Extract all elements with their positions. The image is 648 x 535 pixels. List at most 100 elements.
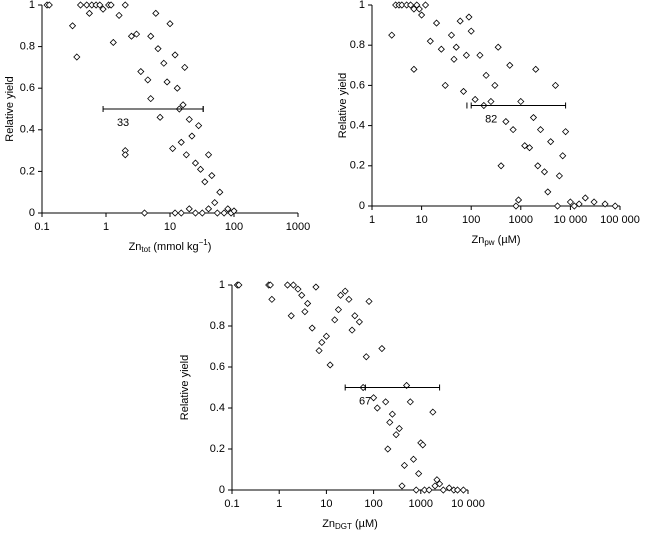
point [575, 200, 583, 208]
point [156, 113, 164, 121]
x-tick-label: 1000 [509, 214, 533, 226]
point [382, 398, 390, 406]
point [213, 209, 221, 217]
point [476, 51, 484, 59]
point [83, 1, 91, 9]
point [326, 361, 334, 369]
x-title-unit: (mmol kg [150, 241, 198, 253]
point [185, 205, 193, 213]
x-title-sub: tot [141, 245, 151, 254]
point [99, 5, 107, 13]
point [216, 188, 224, 196]
x-tick-label: 1000 [409, 498, 433, 510]
point [555, 172, 563, 180]
x-tick-label: 10 000 [554, 214, 588, 226]
point [566, 198, 574, 206]
point [301, 308, 309, 316]
point [166, 20, 174, 28]
point [409, 455, 418, 463]
point [224, 205, 232, 213]
point [407, 1, 415, 9]
ec50-label: 67 [359, 395, 371, 407]
point [547, 138, 555, 146]
point [85, 9, 93, 17]
x-title-sup: −1 [199, 238, 209, 247]
point [341, 287, 349, 295]
y-tick-label: 0.2 [210, 443, 225, 455]
point [173, 84, 181, 92]
x-tick-label: 1 [103, 221, 109, 233]
point [312, 283, 320, 291]
point [198, 209, 206, 217]
y-tick-label: 1 [359, 0, 365, 11]
point [517, 97, 525, 106]
point [348, 326, 356, 334]
point [437, 45, 445, 53]
point [171, 51, 179, 59]
point [179, 101, 187, 109]
x-tick-label: 100 [462, 214, 480, 226]
point [436, 480, 444, 488]
point [421, 1, 430, 9]
point [201, 178, 209, 186]
point [410, 65, 418, 73]
point [425, 486, 433, 494]
point [420, 486, 429, 494]
point [551, 81, 560, 89]
y-tick-label: 0.6 [20, 82, 35, 94]
point [465, 13, 473, 21]
point [322, 332, 330, 340]
x-title-symbol: Zn [472, 234, 485, 246]
point [412, 486, 420, 494]
point [525, 144, 534, 152]
x-tick-label: 0.1 [224, 498, 239, 510]
point [287, 312, 295, 320]
point [581, 194, 589, 202]
x-title-sub: pw [484, 238, 494, 247]
x-tick-label: 10 [320, 498, 332, 510]
point [109, 38, 117, 47]
x-tick-label: 100 [225, 221, 243, 233]
point [230, 207, 238, 215]
point [68, 22, 77, 30]
point [395, 424, 403, 433]
point [544, 188, 552, 196]
point [191, 159, 200, 167]
point [191, 209, 200, 217]
point [140, 209, 149, 217]
x-tick-label: 1 [369, 214, 375, 226]
point [160, 59, 168, 67]
y-tick-label: 1 [29, 0, 35, 11]
point [220, 209, 228, 217]
x-tick-label: 0.1 [34, 221, 49, 233]
x-title-symbol: Zn [322, 518, 335, 530]
x-axis-title: ZnDGT (µM) [322, 518, 378, 531]
point [370, 394, 378, 402]
point [447, 31, 456, 39]
point [331, 316, 339, 324]
point [521, 142, 529, 150]
point [177, 209, 185, 217]
x-title-unit: (µM) [352, 518, 378, 530]
point [388, 410, 396, 418]
y-tick-label: 0.2 [20, 165, 35, 177]
point [304, 299, 312, 308]
point [144, 76, 152, 84]
point [403, 381, 411, 390]
point [467, 27, 475, 35]
point [487, 97, 495, 106]
point [76, 1, 85, 9]
point [388, 31, 396, 39]
x-tick-label: 10 [415, 214, 427, 226]
point [318, 338, 326, 346]
point [426, 37, 434, 45]
x-title-symbol: Zn [129, 241, 142, 253]
scatter-chart: 0 0.2 0.4 0.6 0.8 1 0.1 1 10 100 1000 10 000 Relativ… [179, 279, 485, 531]
point [308, 324, 316, 332]
x-title-unit: (µM) [495, 234, 521, 246]
point [459, 87, 468, 95]
point [298, 291, 306, 299]
point [398, 482, 406, 490]
point [441, 81, 449, 89]
point [439, 486, 447, 494]
